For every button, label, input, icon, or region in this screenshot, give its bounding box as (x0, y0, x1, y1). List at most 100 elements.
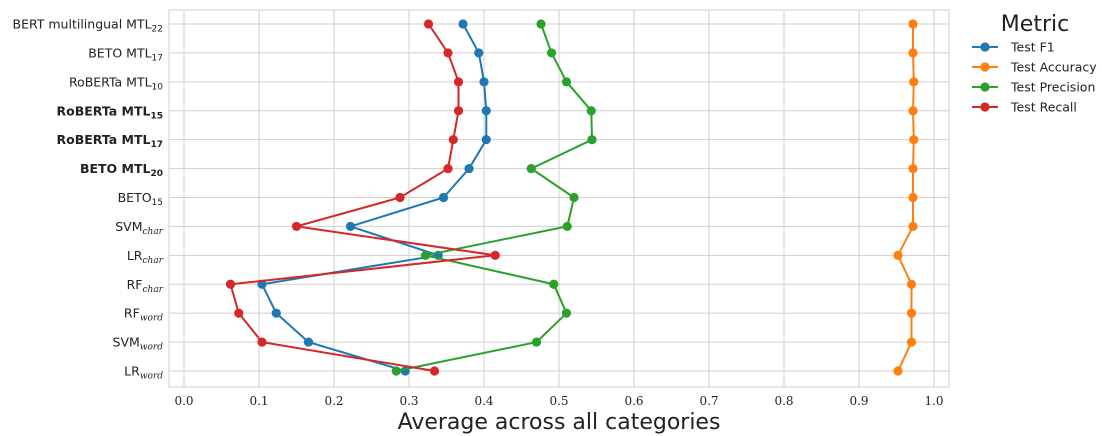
y-tick-label-subscript: 10 (152, 82, 164, 92)
data-point (546, 48, 557, 58)
data-point (909, 135, 919, 145)
y-tick-label-base: LR (124, 364, 140, 379)
y-tick-label-subscript: 15 (150, 111, 163, 121)
legend-label: Test Accuracy (1010, 60, 1097, 75)
legend-item: Test Precision (972, 80, 1095, 95)
data-point (908, 221, 918, 232)
data-point (423, 19, 434, 29)
data-point (490, 250, 500, 260)
data-point (893, 366, 903, 376)
y-tick-label: BERT multilingual MTL22 (13, 17, 163, 35)
y-tick-label: BETO MTL17 (88, 45, 163, 63)
data-point (906, 337, 917, 347)
x-tick-label: 0.2 (324, 394, 343, 408)
grid-lines (169, 10, 949, 387)
y-tick-label-base: RoBERTa MTL (56, 132, 150, 147)
x-tick-label: 0.4 (474, 394, 493, 408)
y-tick-label-base: LR (127, 248, 143, 263)
data-point (481, 135, 491, 145)
data-point (479, 77, 489, 87)
data-point (908, 192, 918, 203)
data-point (271, 308, 281, 318)
legend-marker (980, 42, 990, 52)
data-point (438, 192, 449, 203)
y-tick-label: BETO MTL20 (80, 161, 163, 179)
data-point (481, 106, 491, 116)
data-point (561, 308, 572, 318)
y-tick-label-subscript: word (140, 314, 163, 324)
y-tick-label-subscript: 17 (150, 140, 163, 150)
x-axis-label: Average across all categories (398, 410, 721, 435)
data-point (234, 308, 244, 318)
y-tick-label-subscript: char (142, 256, 163, 266)
y-tick-label: SVMchar (115, 219, 163, 237)
legend-marker (980, 62, 990, 72)
legend-marker (980, 82, 990, 92)
x-tick-label: 0.0 (174, 394, 193, 408)
y-tick-label-base: RF (127, 277, 143, 292)
legend-label: Test F1 (1010, 40, 1055, 55)
y-tick-label-subscript: char (142, 227, 163, 237)
x-tick-label: 0.1 (249, 394, 268, 408)
data-point (391, 366, 401, 376)
y-tick-label-subscript: word (140, 372, 163, 382)
data-point (569, 192, 579, 203)
y-tick-label: RoBERTa MTL17 (56, 132, 163, 150)
x-tick-label: 0.6 (624, 394, 643, 408)
data-point (549, 279, 559, 289)
y-tick-label-base: BETO (118, 190, 152, 205)
data-point (586, 106, 596, 116)
y-tick-label-base: RF (124, 306, 140, 321)
data-point (345, 221, 356, 232)
y-tick-label-subscript: 17 (152, 53, 163, 63)
legend-item: Test Recall (972, 100, 1077, 115)
y-tick-label-subscript: 15 (152, 198, 163, 208)
legend-title: Metric (1001, 12, 1069, 37)
y-tick-label: RoBERTa MTL10 (69, 74, 163, 92)
data-point (906, 308, 917, 318)
legend: Metric Test F1 Test Accuracy Test Precisio… (972, 12, 1097, 115)
y-tick-label-subscript: char (142, 285, 163, 295)
data-point (458, 19, 468, 29)
y-tick-label: RFchar (127, 277, 164, 295)
data-point (291, 221, 302, 232)
legend-label: Test Recall (1010, 100, 1077, 115)
legend-label: Test Precision (1010, 80, 1095, 95)
data-point (909, 77, 919, 87)
data-point (561, 77, 572, 87)
data-point (908, 163, 918, 174)
data-point (908, 106, 918, 116)
data-point (908, 48, 918, 58)
data-point (464, 163, 474, 174)
data-point (453, 77, 464, 87)
y-tick-label-base: RoBERTa MTL (69, 74, 152, 89)
y-tick-label: BETO15 (118, 190, 163, 208)
data-point (906, 279, 917, 289)
y-tick-label-subscript: word (140, 343, 163, 353)
y-tick-label-subscript: 20 (150, 169, 163, 179)
data-point (531, 337, 542, 347)
data-point (443, 48, 453, 58)
x-tick-label: 0.9 (849, 394, 868, 408)
data-point (562, 221, 572, 232)
data-point (448, 135, 458, 145)
data-point (587, 135, 597, 145)
y-tick-label-base: BETO MTL (80, 161, 151, 176)
data-point (474, 48, 484, 58)
data-point (429, 366, 440, 376)
data-point (908, 19, 918, 29)
data-point (443, 163, 453, 174)
legend-items: Test F1 Test Accuracy Test Precision Test R… (972, 40, 1097, 115)
data-point (893, 250, 903, 260)
x-tick-label: 1.0 (924, 394, 943, 408)
legend-marker (980, 102, 990, 112)
data-point (225, 279, 236, 289)
series-test-accuracy (893, 19, 919, 376)
y-tick-label: SVMword (113, 335, 164, 353)
x-tick-label: 0.8 (774, 394, 793, 408)
legend-item: Test Accuracy (972, 60, 1097, 75)
x-tick-label: 0.5 (549, 394, 568, 408)
y-tick-label-base: RoBERTa MTL (56, 103, 150, 118)
x-tick-label: 0.3 (399, 394, 418, 408)
